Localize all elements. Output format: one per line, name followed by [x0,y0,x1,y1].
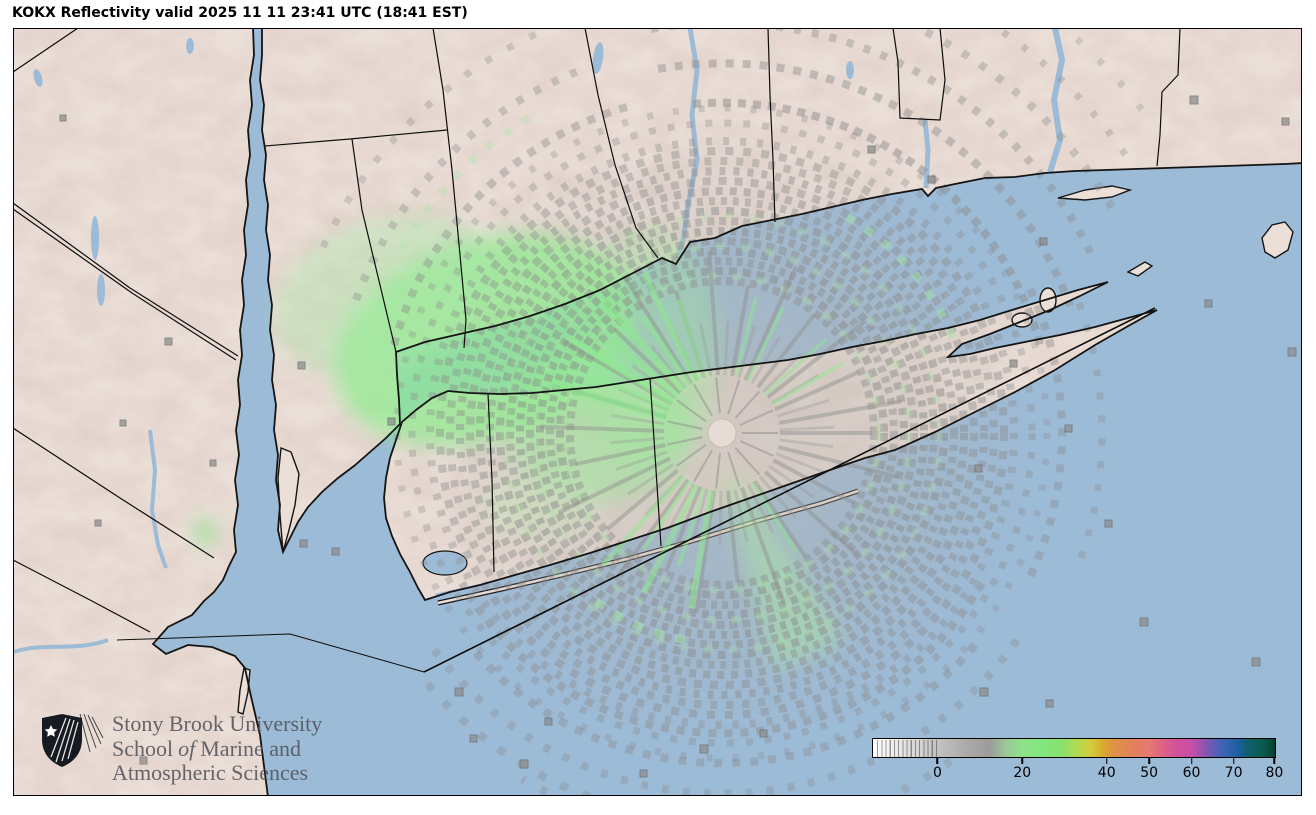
page-title: KOKX Reflectivity valid 2025 11 11 23:41… [12,5,468,21]
radar-site-icon [707,418,737,448]
colorbar-label: 0 [932,765,942,781]
colorbar-tick [1105,758,1108,764]
reflectivity-colorbar: 0 20 40 50 60 70 80 [872,738,1283,784]
echo-green-blobs [195,214,845,672]
colorbar-label: 20 [1013,765,1032,781]
colorbar-label: 80 [1265,765,1284,781]
colorbar-label: 70 [1224,765,1243,781]
colorbar-label: 60 [1182,765,1201,781]
colorbar-tick [936,758,939,764]
logo-line-3: Atmospheric Sciences [112,760,309,786]
colorbar-tick [1273,758,1276,764]
colorbar-tick [1021,758,1024,764]
logo-line-1: Stony Brook University [112,711,323,736]
colorbar-tick [1148,758,1150,764]
echo-scattered [59,95,1297,778]
lakes [33,38,854,306]
boundary-lines [13,28,1181,673]
colorbar-gradient [872,738,1276,758]
shield-icon [42,713,104,767]
colorbar-low-steps [873,739,938,757]
colorbar-tick [1232,758,1235,764]
logo-line-2: School of Marine and [112,735,302,761]
stony-brook-logo: Stony Brook University School of Marine an… [40,711,323,786]
colorbar-tick [1190,758,1193,764]
colorbar-label: 50 [1140,765,1159,781]
colorbar-label: 40 [1097,765,1116,781]
small-islands [237,185,1294,715]
echo-speckle-arcs [319,28,1159,796]
